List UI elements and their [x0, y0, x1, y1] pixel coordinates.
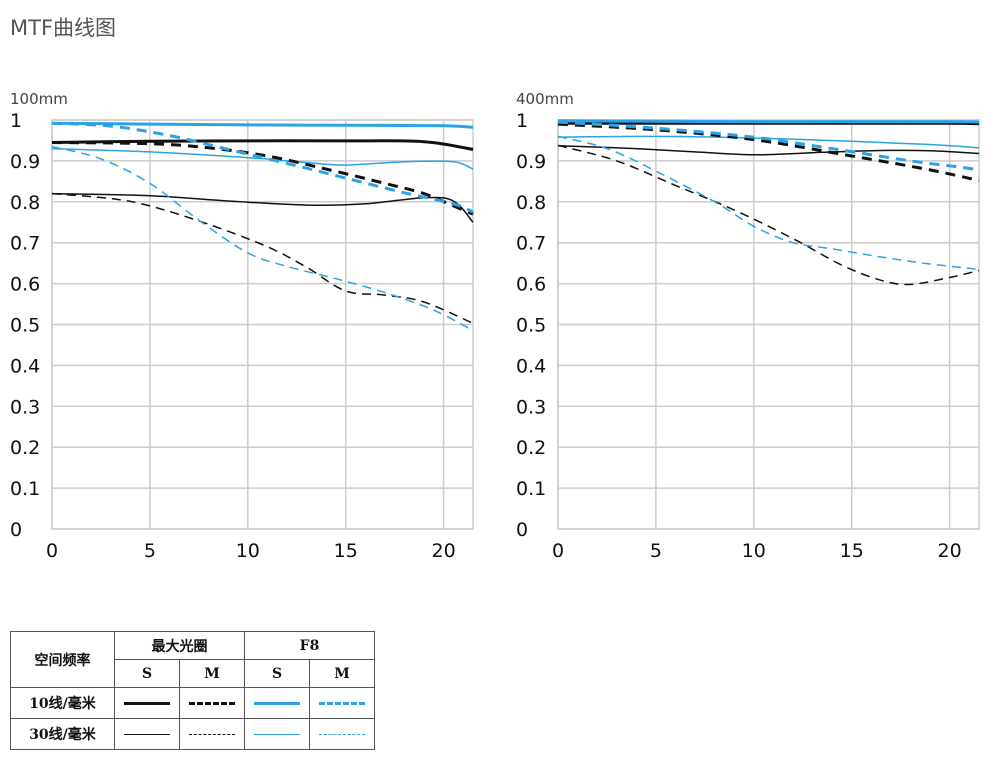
y-tick-label: 0.4: [10, 355, 40, 377]
series-line: F8 S 30线/毫米: [51, 147, 474, 170]
y-tick-label: 0.2: [10, 437, 40, 459]
y-tick-label: 0: [10, 519, 22, 541]
x-tick-label: 10: [236, 540, 260, 562]
x-tick-label: 5: [650, 540, 662, 562]
y-tick-label: 0.6: [516, 274, 546, 296]
legend-swatch-max-m-10: [179, 687, 245, 719]
series-line: F8 M 30线/毫米: [51, 145, 474, 332]
legend-row-header: 空间频率: [10, 631, 115, 688]
y-tick-label: 0.5: [516, 315, 546, 337]
series-line: 最大光圈 S 30线/毫米: [557, 145, 980, 156]
legend-swatch-max-s-30: [114, 718, 180, 750]
y-tick-label: 0.5: [10, 315, 40, 337]
page-title: MTF曲线图: [10, 16, 117, 40]
y-tick-label: 0.8: [10, 192, 40, 214]
legend-swatch-max-s-10: [114, 687, 180, 719]
x-tick-label: 20: [938, 540, 962, 562]
series-line: F8 S 30线/毫米: [557, 135, 980, 149]
y-tick-label: 0: [516, 519, 528, 541]
legend-swatch-f8-m-10: [309, 687, 375, 719]
x-tick-label: 5: [144, 540, 156, 562]
plot-frame: [51, 119, 474, 530]
legend-swatch-f8-s-30: [244, 718, 310, 750]
y-tick-label: 0.3: [516, 396, 546, 418]
x-tick-label: 15: [840, 540, 864, 562]
x-tick-label: 0: [552, 540, 564, 562]
legend-swatch-max-m-30: [179, 718, 245, 750]
plot-frame: [557, 119, 980, 530]
series-line: 最大光圈 S 30线/毫米: [51, 192, 474, 223]
x-tick-label: 10: [742, 540, 766, 562]
series-line: F8 S 10线/毫米: [557, 119, 980, 124]
y-tick-label: 0.3: [10, 396, 40, 418]
y-tick-label: 0.9: [516, 151, 546, 173]
y-tick-label: 0.4: [516, 355, 546, 377]
x-tick-label: 0: [46, 540, 58, 562]
legend-col-m-f8: M: [309, 659, 375, 688]
y-tick-label: 1: [10, 110, 22, 132]
y-tick-label: 0.2: [516, 437, 546, 459]
focal-length-label: 400mm: [516, 90, 574, 108]
series-line: 最大光圈 M 30线/毫米: [557, 144, 980, 286]
y-tick-label: 0.7: [10, 233, 40, 255]
legend-table: 空间频率 最大光圈 F8 S M S M 10线/毫米 30线/毫米: [10, 631, 375, 750]
y-tick-label: 0.9: [10, 151, 40, 173]
y-tick-label: 0.8: [516, 192, 546, 214]
x-tick-label: 15: [334, 540, 358, 562]
series-line: F8 M 30线/毫米: [557, 135, 980, 271]
x-tick-label: 20: [432, 540, 456, 562]
series-line: F8 S 10线/毫米: [51, 121, 474, 129]
legend-swatch-f8-m-30: [309, 718, 375, 750]
legend-col-s-max: S: [114, 659, 180, 688]
series-line: 最大光圈 M 30线/毫米: [51, 192, 474, 324]
series-line: 最大光圈 M 10线/毫米: [557, 122, 980, 182]
y-tick-label: 0.7: [516, 233, 546, 255]
y-tick-label: 0.1: [10, 478, 40, 500]
legend-col-m-max: M: [179, 659, 245, 688]
y-tick-label: 1: [516, 110, 528, 132]
legend-group-max-aperture: 最大光圈: [114, 631, 245, 660]
y-tick-label: 0.1: [516, 478, 546, 500]
series-line: 最大光圈 M 10线/毫米: [51, 141, 474, 216]
series-line: 最大光圈 S 10线/毫米: [51, 139, 474, 151]
legend-row-30: 30线/毫米: [10, 718, 115, 750]
legend-row-10: 10线/毫米: [10, 687, 115, 719]
legend-group-f8: F8: [244, 631, 375, 660]
series-line: F8 M 10线/毫米: [51, 121, 474, 214]
legend-swatch-f8-s-10: [244, 687, 310, 719]
y-tick-label: 0.6: [10, 274, 40, 296]
legend-col-s-f8: S: [244, 659, 310, 688]
focal-length-label: 100mm: [10, 90, 68, 108]
